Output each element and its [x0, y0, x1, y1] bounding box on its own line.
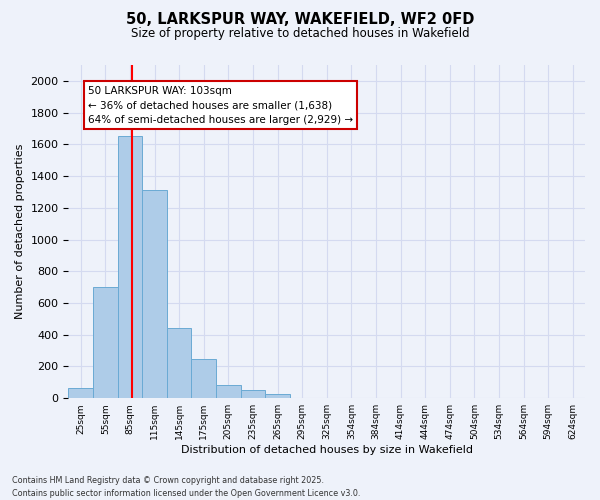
Bar	[265, 394, 290, 398]
X-axis label: Distribution of detached houses by size in Wakefield: Distribution of detached houses by size …	[181, 445, 473, 455]
Bar	[68, 388, 93, 398]
Text: Size of property relative to detached houses in Wakefield: Size of property relative to detached ho…	[131, 28, 469, 40]
Bar	[167, 328, 191, 398]
Text: 50, LARKSPUR WAY, WAKEFIELD, WF2 0FD: 50, LARKSPUR WAY, WAKEFIELD, WF2 0FD	[126, 12, 474, 28]
Bar	[93, 287, 118, 398]
Text: 50 LARKSPUR WAY: 103sqm
← 36% of detached houses are smaller (1,638)
64% of semi: 50 LARKSPUR WAY: 103sqm ← 36% of detache…	[88, 86, 353, 125]
Text: Contains HM Land Registry data © Crown copyright and database right 2025.
Contai: Contains HM Land Registry data © Crown c…	[12, 476, 361, 498]
Bar	[241, 390, 265, 398]
Bar	[191, 358, 216, 398]
Bar	[142, 190, 167, 398]
Y-axis label: Number of detached properties: Number of detached properties	[15, 144, 25, 320]
Bar	[216, 384, 241, 398]
Bar	[118, 136, 142, 398]
